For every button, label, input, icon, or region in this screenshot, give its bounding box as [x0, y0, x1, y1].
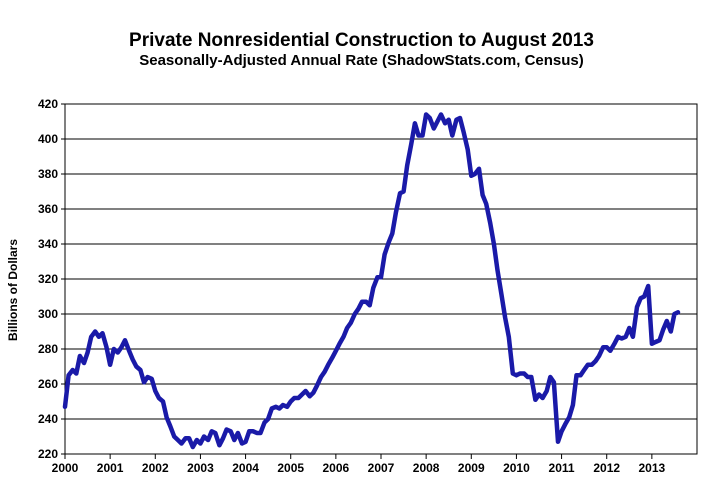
x-tick-label: 2003 — [187, 461, 214, 475]
y-tick-label: 220 — [38, 447, 58, 461]
x-tick-label: 2002 — [142, 461, 169, 475]
x-tick-label: 2007 — [368, 461, 395, 475]
chart-subtitle: Seasonally-Adjusted Annual Rate (ShadowS… — [139, 52, 584, 69]
x-tick-label: 2004 — [232, 461, 259, 475]
y-tick-label: 300 — [38, 307, 58, 321]
x-tick-label: 2009 — [458, 461, 485, 475]
y-tick-label: 400 — [38, 132, 58, 146]
x-tick-label: 2011 — [549, 461, 575, 475]
x-tick-label: 2010 — [503, 461, 530, 475]
gridlines — [65, 138, 697, 420]
x-tick-label: 2005 — [277, 461, 304, 475]
x-tick-label: 2013 — [639, 461, 666, 475]
y-tick-label: 240 — [38, 412, 58, 426]
y-tick-label: 360 — [38, 202, 58, 216]
y-tick-label: 320 — [38, 272, 58, 286]
x-tick-label: 2000 — [52, 461, 79, 475]
y-tick-label: 280 — [38, 342, 58, 356]
x-tick-label: 2012 — [593, 461, 620, 475]
y-tick-label: 340 — [38, 237, 58, 251]
x-tick-label: 2006 — [323, 461, 350, 475]
x-tick-label: 2001 — [97, 461, 124, 475]
x-axis-ticks: 2000 2001 2002 2003 2004 2005 2006 2007 2008 2009… — [52, 454, 666, 475]
x-tick-label: 2008 — [413, 461, 440, 475]
y-axis-ticks: 220 240 260 280 300 320 340 360 380 400 420 — [38, 97, 65, 461]
y-tick-label: 420 — [38, 97, 58, 111]
y-tick-label: 260 — [38, 377, 58, 391]
chart-title: Private Nonresidential Construction to A… — [129, 30, 594, 51]
series-line — [62, 112, 681, 450]
y-tick-label: 380 — [38, 167, 58, 181]
